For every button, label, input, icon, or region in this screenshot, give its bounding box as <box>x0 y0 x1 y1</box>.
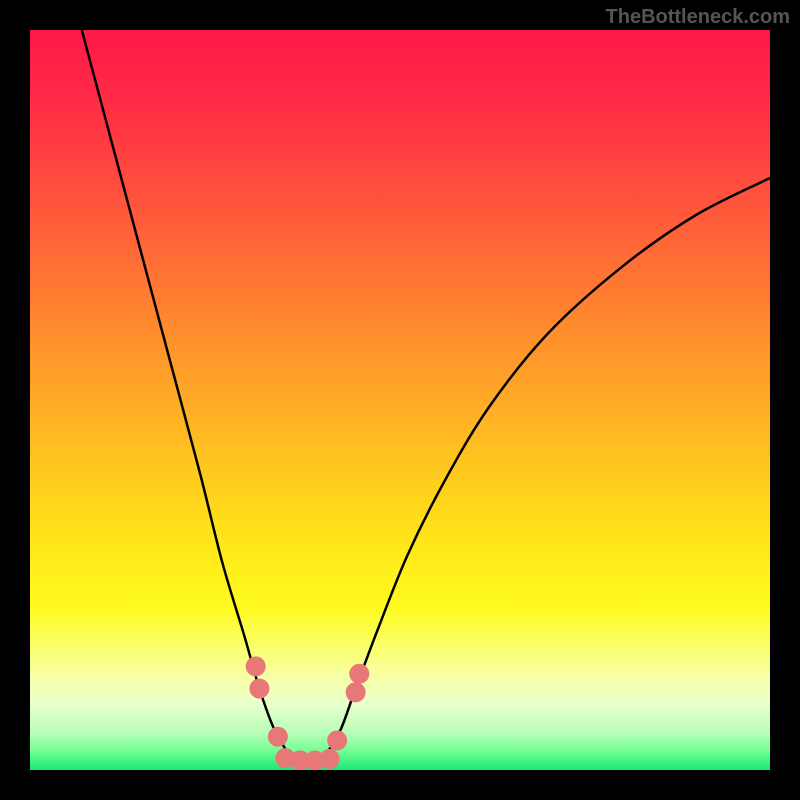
data-marker <box>320 749 340 769</box>
data-marker <box>327 730 347 750</box>
watermark-text: TheBottleneck.com <box>606 6 790 29</box>
plot-area <box>30 30 770 770</box>
bottleneck-curve <box>82 30 770 761</box>
data-marker <box>346 682 366 702</box>
marker-group <box>246 656 370 770</box>
chart-container: TheBottleneck.com <box>0 0 800 800</box>
data-marker <box>246 656 266 676</box>
data-marker <box>249 679 269 699</box>
data-marker <box>268 727 288 747</box>
curve-layer <box>30 30 770 770</box>
data-marker <box>349 664 369 684</box>
